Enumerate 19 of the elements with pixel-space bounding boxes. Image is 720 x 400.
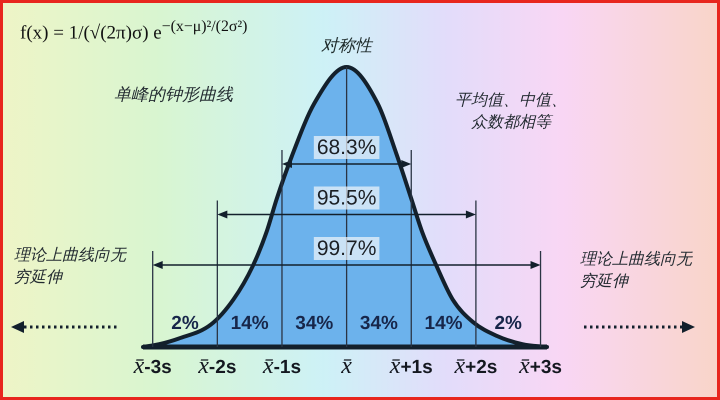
x-tick-label: x̄-3s bbox=[132, 353, 172, 379]
annotation: 2% bbox=[494, 313, 522, 334]
x-tick-label: x̄-2s bbox=[197, 353, 236, 379]
text: 理论上曲线向无穷延伸 bbox=[580, 248, 694, 292]
x-tick-label: x̄+1s bbox=[388, 353, 433, 379]
x-tick-label: x̄+3s bbox=[518, 353, 562, 379]
annotation: 单峰的钟形曲线 bbox=[114, 84, 234, 107]
annotation: 平均值、中值、众数都相等 bbox=[454, 89, 568, 134]
annotation: 14% bbox=[424, 313, 463, 334]
annotation: 34% bbox=[295, 313, 334, 334]
annotation: 14% bbox=[230, 313, 269, 334]
annotation: 34% bbox=[360, 313, 398, 334]
chart-title: f(x) = 1/(√(2π)σ) e$^{−(x−μ)²/(2σ²)}$ bbox=[20, 18, 248, 44]
annotation: 2% bbox=[171, 313, 199, 334]
x-tick-label: x̄ bbox=[340, 353, 352, 379]
text: 理论上曲线向无穷延伸 bbox=[14, 244, 128, 288]
x-tick-label: x̄-1s bbox=[262, 353, 302, 379]
x-tick-label: x̄+2s bbox=[453, 353, 498, 379]
annotation: 对称性 bbox=[321, 36, 374, 56]
